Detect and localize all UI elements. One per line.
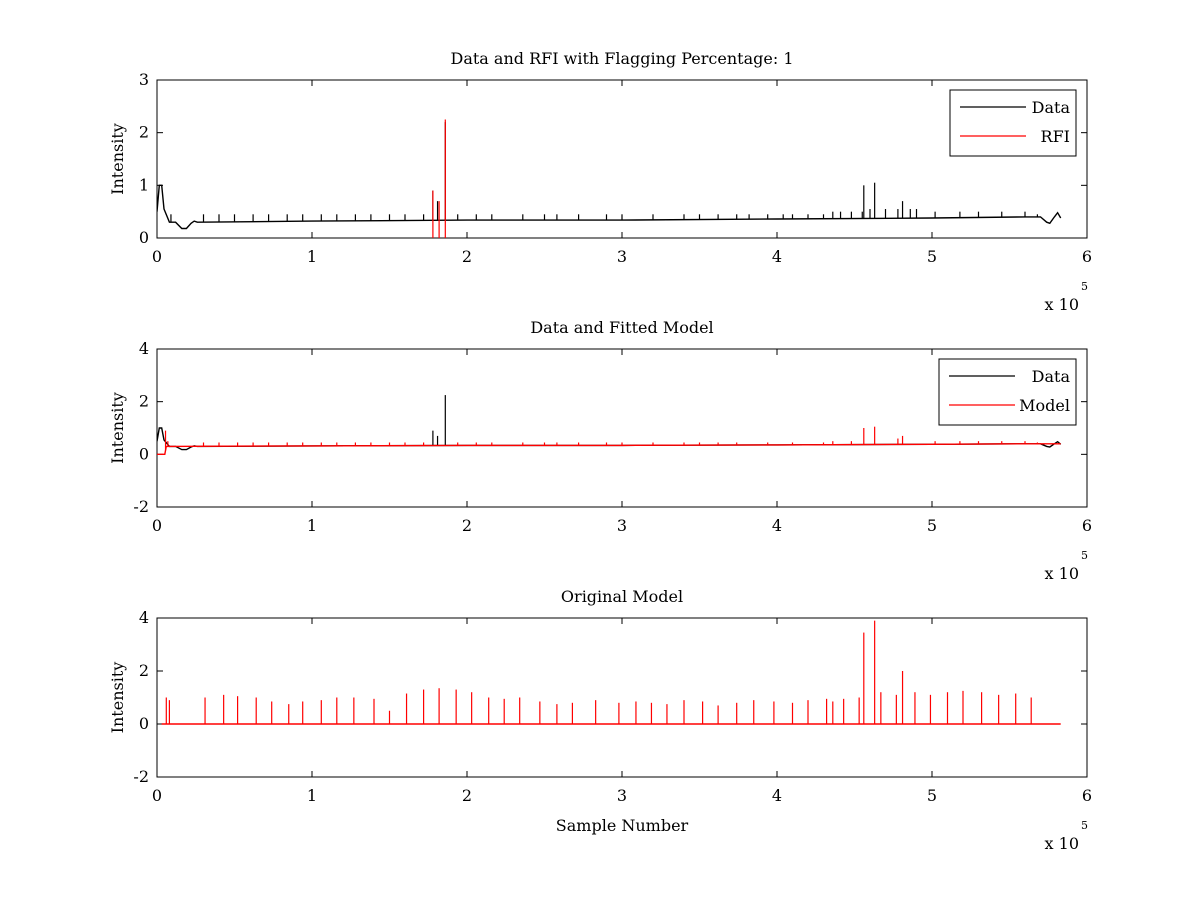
x-exponent-power: 5: [1081, 819, 1088, 832]
plot-area: [157, 395, 1062, 455]
plot-area: [161, 620, 1061, 725]
plot-area: [157, 119, 1062, 238]
y-tick-label: 4: [139, 339, 149, 358]
x-tick-label: 1: [307, 516, 317, 535]
plot-title: Data and RFI with Flagging Percentage: 1: [450, 49, 793, 68]
x-tick-label: 5: [927, 516, 937, 535]
x-tick-label: 5: [927, 247, 937, 266]
y-tick-label: 1: [139, 175, 149, 194]
x-tick-label: 0: [152, 247, 162, 266]
x-tick-label: 4: [772, 247, 782, 266]
axes-box: [156, 79, 1088, 239]
x-tick-label: 6: [1082, 786, 1092, 805]
x-tick-label: 1: [307, 786, 317, 805]
axes-box: [156, 617, 1088, 778]
y-tick-label: 2: [139, 392, 149, 411]
x-exponent-base: x 10: [1045, 834, 1079, 853]
plot-title: Data and Fitted Model: [530, 318, 713, 337]
x-tick-label: 2: [462, 786, 472, 805]
y-tick-label: 0: [139, 444, 149, 463]
axes-box: [156, 348, 1088, 508]
legend-box: [938, 358, 1077, 426]
x-axis-label: Sample Number: [556, 816, 689, 835]
x-exponent-base: x 10: [1045, 295, 1079, 314]
x-exponent-base: x 10: [1045, 564, 1079, 583]
x-exponent-power: 5: [1081, 280, 1088, 293]
legend-box: [949, 89, 1077, 157]
legend: Data Model: [938, 358, 1077, 426]
x-tick-label: 0: [152, 786, 162, 805]
series-original-model: [161, 620, 1061, 725]
series-baseline-line: [157, 184, 1062, 230]
legend: Data RFI: [949, 89, 1077, 157]
subplot-1: 0 1 2 3 4 5 6 0 1 2 3 Data and RFI with Flagging Pe…: [108, 49, 1092, 314]
x-exponent-power: 5: [1081, 549, 1088, 562]
y-tick-label: 0: [139, 714, 149, 733]
x-tick-label: 3: [617, 786, 627, 805]
y-tick-label: 4: [139, 608, 149, 627]
series-rfi: [432, 119, 446, 238]
y-tick-label: -2: [133, 497, 149, 516]
x-tick-label: 1: [307, 247, 317, 266]
x-tick-label: 4: [772, 516, 782, 535]
y-axis-label: Intensity: [108, 392, 127, 464]
legend-label: Model: [1019, 396, 1070, 415]
x-tick-label: 6: [1082, 247, 1092, 266]
x-tick-label: 2: [462, 247, 472, 266]
x-tick-label: 5: [927, 786, 937, 805]
y-tick-label: -2: [133, 767, 149, 786]
y-tick-label: 2: [139, 123, 149, 142]
x-tick-label: 3: [617, 516, 627, 535]
legend-label: Data: [1032, 367, 1071, 386]
y-tick-label: 2: [139, 661, 149, 680]
legend-label: Data: [1032, 98, 1071, 117]
series-model: [157, 426, 1061, 455]
x-tick-label: 2: [462, 516, 472, 535]
plot-title: Original Model: [561, 587, 683, 606]
y-axis-label: Intensity: [108, 123, 127, 195]
y-tick-label: 3: [139, 70, 149, 89]
x-tick-label: 6: [1082, 516, 1092, 535]
y-tick-label: 0: [139, 228, 149, 247]
y-axis-label: Intensity: [108, 662, 127, 734]
x-tick-label: 0: [152, 516, 162, 535]
legend-label: RFI: [1041, 127, 1070, 146]
x-tick-label: 3: [617, 247, 627, 266]
x-tick-label: 4: [772, 786, 782, 805]
